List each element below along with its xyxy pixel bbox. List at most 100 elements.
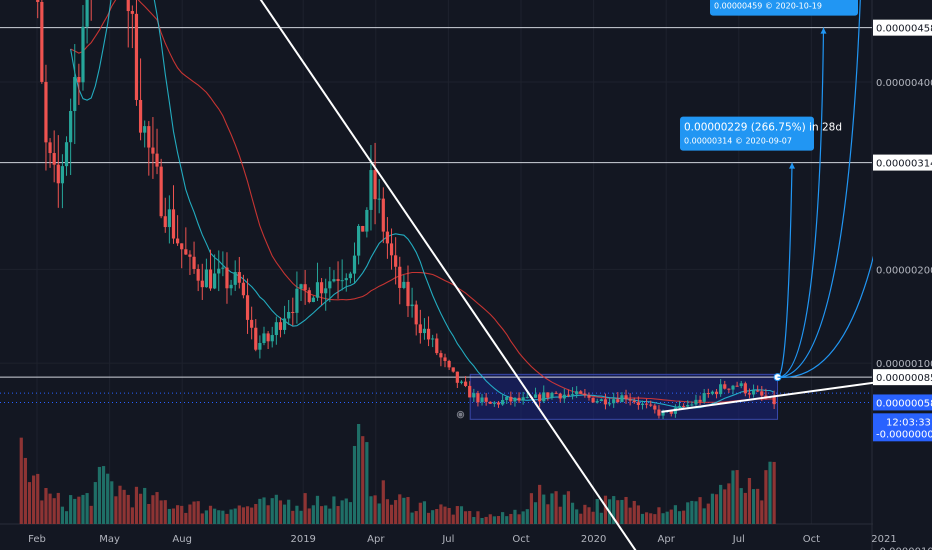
projection-label-box[interactable] [710, 0, 858, 16]
volume-bar [291, 510, 295, 524]
candle-body [682, 405, 686, 407]
volume-bar [513, 509, 517, 524]
price-tag[interactable] [873, 394, 932, 411]
price-axis[interactable]: 0.000009000.000008000.000006000.00000500… [873, 0, 932, 550]
time-axis-label: Oct [512, 534, 529, 545]
candle-body [690, 404, 694, 406]
volume-bar [517, 514, 521, 524]
volume-bar [250, 507, 254, 524]
candle-body [509, 396, 513, 402]
volume-bar [287, 499, 291, 524]
candle-body [583, 393, 587, 396]
volume-bar [463, 511, 468, 524]
volume-bar [303, 493, 307, 524]
price-tag[interactable] [873, 154, 932, 171]
consolidation-rectangle[interactable] [469, 373, 779, 420]
volume-bar [97, 466, 102, 524]
volume-bar [492, 516, 496, 524]
candle-body [513, 397, 517, 402]
candle-body [225, 267, 229, 289]
candle-body [554, 392, 558, 394]
candle-body [155, 153, 159, 167]
candle-body [698, 399, 702, 402]
candle-body [287, 311, 291, 319]
volume-bar [188, 504, 192, 524]
volume-bar [636, 505, 640, 524]
volume-bar [258, 498, 262, 524]
volume-bar [579, 513, 583, 524]
volume-bar [435, 508, 439, 524]
volume-bar [484, 516, 488, 524]
candle-body [484, 397, 488, 402]
volume-bar [176, 505, 180, 524]
candle-body [492, 402, 496, 404]
volume-bar [143, 487, 147, 524]
volume-bar [546, 504, 550, 524]
projection-curve[interactable] [777, 0, 865, 378]
candle-body [48, 142, 52, 154]
candle-body [344, 278, 348, 281]
volume-bar [591, 511, 595, 524]
volume-bar [101, 466, 106, 524]
projection-label-box[interactable] [680, 116, 814, 151]
candle-body [217, 268, 221, 274]
volume-bar [673, 505, 677, 524]
price-tag-label: 0.00000458 [876, 24, 932, 35]
volume-bar [118, 485, 122, 524]
projection-curve[interactable] [777, 27, 825, 378]
candle-body [603, 399, 608, 405]
horizontal-lines[interactable] [0, 0, 872, 403]
volume-bar [307, 508, 311, 524]
candle-body [295, 288, 299, 313]
price-tag[interactable] [873, 369, 932, 386]
candle-body [640, 403, 645, 405]
price-tag[interactable] [873, 19, 932, 36]
candle-body [64, 142, 69, 167]
time-axis[interactable]: FebMayAug2019AprJulOct2020AprJulOct2021A… [28, 534, 932, 545]
volume-bar [418, 502, 422, 524]
candle-body [402, 281, 406, 288]
candle-body [40, 1, 44, 82]
volume-bar [114, 496, 118, 524]
projection-label-sub: 0.00000459 © 2020-10-19 [714, 2, 822, 11]
candle-body [702, 393, 706, 402]
volume-bar [706, 503, 710, 524]
projection-labels[interactable]: 0.00000229 (266.75%) in 28d 0.00000314 © … [680, 0, 904, 151]
volume-bar [311, 505, 315, 524]
volume-bar [85, 493, 89, 524]
candle-body [200, 280, 204, 288]
candle-body [616, 399, 620, 403]
candle-body [719, 384, 723, 395]
candle-body [607, 403, 612, 405]
candle-body [171, 209, 176, 239]
descending-trendline[interactable] [100, 0, 642, 550]
candle-body [447, 360, 451, 368]
candle-body [714, 391, 719, 395]
candle-body [81, 26, 85, 83]
candle-body [501, 400, 505, 405]
volume-bar [698, 497, 702, 524]
consolidation-box[interactable] [469, 373, 779, 420]
candle-body [143, 126, 147, 133]
candle-body [422, 328, 427, 334]
price-tag-label: 0.00000085 [876, 373, 932, 384]
volume-bar [538, 484, 542, 524]
candle-body [710, 391, 715, 394]
volume-bar [583, 504, 587, 524]
countdown-label: 12:03:33 [886, 417, 931, 428]
candle-body [426, 328, 431, 340]
volume-bar [657, 507, 661, 524]
time-axis-label: Aug [172, 534, 192, 545]
candle-body [138, 99, 143, 133]
volume-bar [644, 512, 649, 524]
candle-body [731, 385, 735, 390]
candle-body [52, 153, 56, 165]
candle-body [727, 388, 731, 390]
candle-body [636, 402, 640, 405]
volume-bar [669, 509, 673, 524]
candle-body [274, 322, 278, 336]
volume-bar [126, 494, 130, 524]
countdown-tag[interactable] [873, 413, 932, 442]
